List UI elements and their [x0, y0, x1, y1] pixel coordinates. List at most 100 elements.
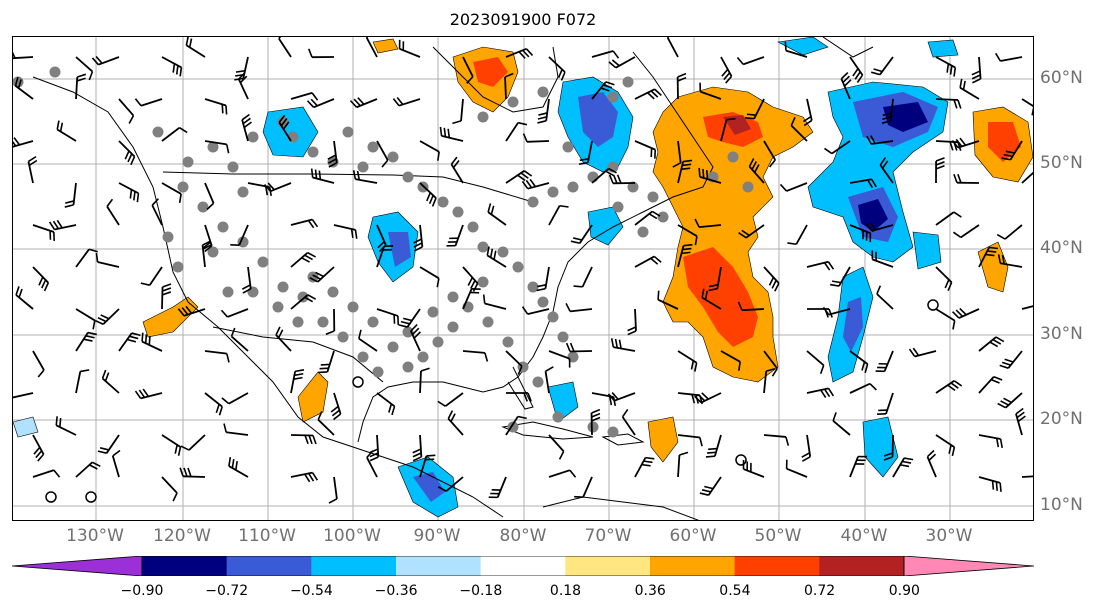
barb-flag: [996, 233, 1006, 240]
barb-flag: [377, 240, 385, 249]
barb-flag: [185, 37, 189, 46]
barb-flag: [1001, 254, 1006, 265]
wind-barb: [677, 434, 703, 447]
barb-flag: [608, 396, 613, 406]
wind-barb: [369, 434, 380, 462]
barb-flag: [226, 353, 230, 363]
barb-flag: [17, 79, 22, 89]
wind-barb: [832, 412, 851, 436]
barb-flag: [768, 277, 775, 286]
positive-anomaly-fields: [142, 38, 1033, 463]
wind-barb: [290, 434, 317, 445]
wind-barb: [935, 98, 962, 109]
barb-staff: [581, 266, 593, 288]
barb-flag: [318, 170, 322, 180]
barb-flag: [437, 151, 440, 161]
wind-barb: [290, 251, 316, 268]
barb-staff: [484, 302, 507, 310]
barb-flag: [947, 282, 953, 292]
barb-staff: [317, 419, 335, 436]
station-dot: [562, 141, 574, 153]
barb-staff: [1021, 171, 1033, 184]
longitude-label: 50°W: [754, 526, 802, 546]
barb-flag: [101, 369, 107, 379]
station-dot: [182, 156, 194, 168]
barb-flag: [946, 63, 950, 73]
wind-barb: [505, 47, 534, 59]
wind-barb: [13, 392, 34, 399]
wind-barb: [1001, 140, 1023, 161]
station-dot: [247, 131, 259, 143]
calm-circle: [45, 491, 57, 503]
barb-flag: [908, 348, 916, 357]
wind-barb: [13, 137, 34, 148]
barb-flag: [202, 240, 211, 246]
wind-barb: [505, 350, 523, 375]
wind-barb: [161, 56, 183, 77]
wind-barb: [953, 173, 980, 184]
wind-barb: [999, 350, 1023, 369]
barb-staff: [462, 56, 474, 78]
wind-barb: [75, 331, 97, 352]
longitude-label: 60°W: [669, 526, 717, 546]
wind-barb: [677, 350, 698, 372]
barb-flag: [573, 285, 583, 288]
longitude-label: 130°W: [66, 526, 124, 546]
wind-barb: [745, 98, 765, 120]
barb-flag: [174, 444, 178, 454]
barb-flag: [723, 72, 731, 81]
barb-flag: [327, 158, 337, 164]
barb-flag: [995, 336, 1005, 343]
wind-barb: [55, 416, 77, 436]
barb-staff: [13, 56, 34, 60]
barb-flag: [241, 284, 251, 290]
wind-barb: [548, 204, 569, 226]
barb-flag: [18, 288, 23, 298]
wind-barb: [419, 367, 430, 394]
wind-barb: [694, 392, 722, 404]
barb-flag: [997, 254, 1002, 264]
barb-flag: [721, 68, 729, 77]
barb-flag: [879, 157, 887, 166]
barb-flag: [952, 320, 956, 330]
barb-flag: [307, 294, 317, 300]
barb-staff: [161, 126, 181, 142]
wind-barb: [676, 72, 687, 100]
wind-barb: [230, 327, 249, 352]
barb-flag: [784, 41, 787, 51]
barb-flag: [679, 451, 689, 456]
wind-barb: [952, 307, 980, 319]
barb-staff: [161, 476, 178, 494]
wind-barb: [935, 379, 963, 394]
colorbar-tick-label: 0.36: [634, 583, 666, 599]
wind-barb: [366, 450, 378, 478]
barb-flag: [327, 154, 337, 160]
barb-flag: [242, 288, 252, 294]
colorbar-tick-label: −0.72: [205, 583, 249, 599]
barb-staff: [720, 350, 741, 363]
barb-flag: [202, 244, 212, 250]
barb-flag: [699, 437, 703, 447]
barb-flag: [990, 378, 1000, 384]
barb-flag: [13, 137, 21, 146]
barb-flag: [694, 395, 702, 404]
station-dot: [547, 311, 559, 323]
barb-staff: [188, 434, 206, 451]
barb-flag: [141, 332, 144, 342]
barb-flag: [221, 397, 230, 405]
coast-hispaniola: [601, 433, 645, 446]
colorbar-tick-label: 0.18: [549, 583, 582, 599]
colorbar-cell: [226, 556, 312, 576]
barb-flag: [708, 447, 718, 451]
barb-flag: [883, 456, 893, 461]
barb-staff: [790, 124, 808, 142]
barb-staff: [505, 416, 519, 436]
wind-barb: [871, 250, 894, 268]
wind-barb: [591, 50, 620, 59]
barb-flag: [310, 98, 318, 107]
barb-flag: [650, 257, 659, 265]
wind-barb: [223, 423, 249, 436]
wind-barb: [325, 308, 336, 336]
barb-flag: [1005, 150, 1015, 154]
barb-flag: [89, 464, 98, 470]
